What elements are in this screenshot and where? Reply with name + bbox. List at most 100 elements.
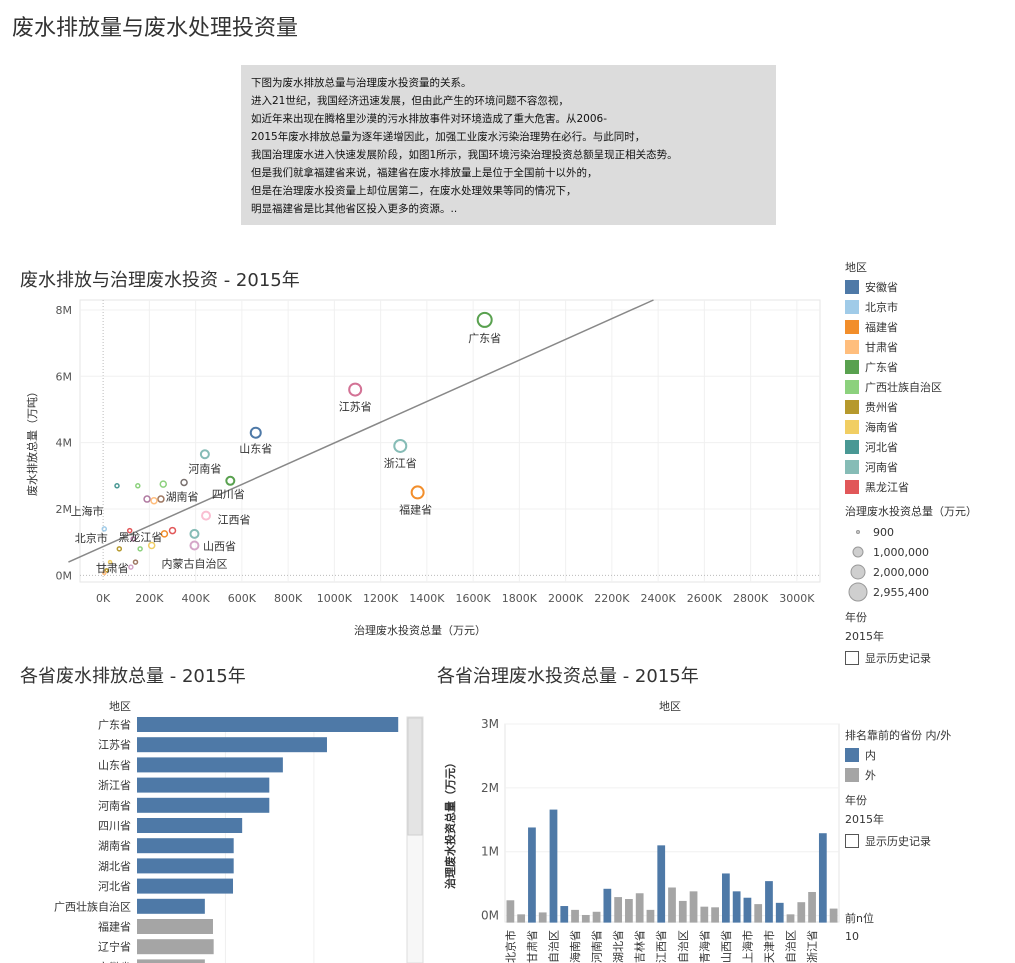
- vbar-bar[interactable]: [775, 902, 784, 923]
- scatter-point[interactable]: [225, 475, 236, 486]
- vbar-bar[interactable]: [560, 906, 569, 923]
- scatter-point[interactable]: [159, 480, 167, 488]
- topn-value[interactable]: 10: [845, 930, 859, 943]
- scatter-point[interactable]: [104, 568, 109, 573]
- scatter-point[interactable]: [180, 478, 188, 487]
- vbar-bar[interactable]: [754, 904, 763, 923]
- trend-line[interactable]: [68, 299, 654, 563]
- hbar-bar[interactable]: [137, 858, 234, 874]
- vbar-bar[interactable]: [818, 833, 827, 923]
- vbar-bar[interactable]: [711, 907, 719, 923]
- scatter-year-value[interactable]: 2015年: [845, 630, 884, 643]
- hbar-bar[interactable]: [137, 717, 399, 732]
- vbar-bar[interactable]: [603, 888, 612, 923]
- scatter-point[interactable]: [249, 426, 262, 439]
- hbar-bar[interactable]: [137, 757, 283, 773]
- scatter-point[interactable]: [150, 496, 158, 505]
- scatter-point[interactable]: [410, 485, 425, 500]
- hbar-bar[interactable]: [137, 838, 234, 854]
- vbar-bar[interactable]: [668, 887, 676, 923]
- hbar-scrollbar-thumb[interactable]: [407, 717, 423, 836]
- region-legend-item[interactable]: 北京市: [845, 297, 1010, 317]
- hbar-bar[interactable]: [137, 818, 243, 833]
- scatter-point[interactable]: [102, 570, 107, 576]
- vbar-bar[interactable]: [506, 900, 515, 923]
- scatter-point[interactable]: [135, 483, 141, 489]
- scatter-point[interactable]: [132, 559, 139, 565]
- vbar-bar[interactable]: [765, 881, 773, 923]
- bar-year-value[interactable]: 2015年: [845, 813, 884, 826]
- vbar-bar[interactable]: [625, 899, 633, 923]
- hbar-bar[interactable]: [137, 939, 214, 955]
- scatter-point[interactable]: [137, 546, 143, 552]
- scatter-point[interactable]: [393, 438, 408, 453]
- hbar-bar[interactable]: [137, 797, 270, 813]
- vbar-bar[interactable]: [635, 893, 644, 923]
- vbar-bar[interactable]: [743, 897, 752, 923]
- hbar-bar[interactable]: [137, 878, 234, 894]
- scatter-point[interactable]: [114, 483, 120, 489]
- vbar-bar[interactable]: [689, 891, 698, 923]
- region-legend-item[interactable]: 甘肃省: [845, 337, 1010, 357]
- scatter-point[interactable]: [189, 528, 200, 539]
- scatter-point[interactable]: [101, 526, 108, 532]
- hbar-bar[interactable]: [137, 919, 213, 934]
- scatter-point[interactable]: [348, 382, 363, 397]
- vbar-bar[interactable]: [614, 897, 623, 923]
- scatter-point[interactable]: [157, 495, 165, 503]
- scatter-point[interactable]: [476, 311, 493, 328]
- region-legend-item[interactable]: 海南省: [845, 417, 1010, 437]
- vbar-bar[interactable]: [592, 911, 601, 923]
- vbar-bar[interactable]: [581, 914, 590, 923]
- scatter-point[interactable]: [168, 526, 177, 535]
- point-label: 甘肃省: [96, 562, 129, 575]
- region-legend-item[interactable]: 黑龙江省: [845, 477, 1010, 497]
- scatter-history-checkbox[interactable]: [845, 651, 859, 665]
- hbar-bar[interactable]: [137, 898, 205, 914]
- vbar-bar[interactable]: [797, 902, 806, 923]
- vbar-bar[interactable]: [678, 900, 687, 923]
- scatter-history-toggle[interactable]: 显示历史记录: [845, 648, 931, 668]
- vbar-bar[interactable]: [517, 914, 526, 923]
- scatter-point[interactable]: [160, 530, 169, 538]
- region-legend-item[interactable]: 河南省: [845, 457, 1010, 477]
- scatter-point[interactable]: [107, 559, 113, 565]
- vbar-bar[interactable]: [808, 891, 816, 923]
- hbar-bar[interactable]: [137, 737, 327, 753]
- scatter-point[interactable]: [143, 495, 151, 503]
- scatter-point[interactable]: [128, 564, 134, 570]
- vbar-bar[interactable]: [549, 809, 558, 923]
- vbar-bar[interactable]: [700, 906, 709, 923]
- hbar-bar[interactable]: [137, 777, 270, 793]
- vbar-bar[interactable]: [571, 909, 579, 923]
- scatter-point[interactable]: [189, 540, 200, 551]
- scatter-point[interactable]: [130, 536, 136, 542]
- vbar-bar[interactable]: [786, 914, 795, 923]
- vbar-bar[interactable]: [721, 873, 730, 923]
- region-legend-item[interactable]: 安徽省: [845, 277, 1010, 297]
- vbar-bar[interactable]: [538, 912, 547, 923]
- scatter-point[interactable]: [126, 527, 133, 534]
- vbar-bar[interactable]: [829, 908, 838, 923]
- vbar-bar[interactable]: [646, 909, 655, 923]
- legend-label: 内: [865, 749, 876, 762]
- vbar-bar[interactable]: [732, 891, 741, 923]
- region-legend-item[interactable]: 福建省: [845, 317, 1010, 337]
- scatter-point[interactable]: [199, 449, 210, 460]
- scatter-point[interactable]: [116, 546, 123, 552]
- scatter-point[interactable]: [147, 541, 156, 550]
- x-tick-label: 3000K: [779, 592, 815, 605]
- hbar-bar[interactable]: [137, 959, 205, 963]
- scatter-point[interactable]: [201, 510, 212, 521]
- region-legend-item[interactable]: 广西壮族自治区: [845, 377, 1010, 397]
- region-legend-item[interactable]: 河北省: [845, 437, 1010, 457]
- region-legend-item[interactable]: 广东省: [845, 357, 1010, 377]
- bar-history-toggle[interactable]: 显示历史记录: [845, 831, 931, 851]
- x-tick-label: 200K: [135, 592, 164, 605]
- bar-history-checkbox[interactable]: [845, 834, 859, 848]
- vbar-bar[interactable]: [528, 827, 536, 923]
- topn-legend-item[interactable]: 外: [845, 765, 1010, 785]
- topn-legend-item[interactable]: 内: [845, 745, 1010, 765]
- vbar-bar[interactable]: [657, 845, 666, 923]
- region-legend-item[interactable]: 贵州省: [845, 397, 1010, 417]
